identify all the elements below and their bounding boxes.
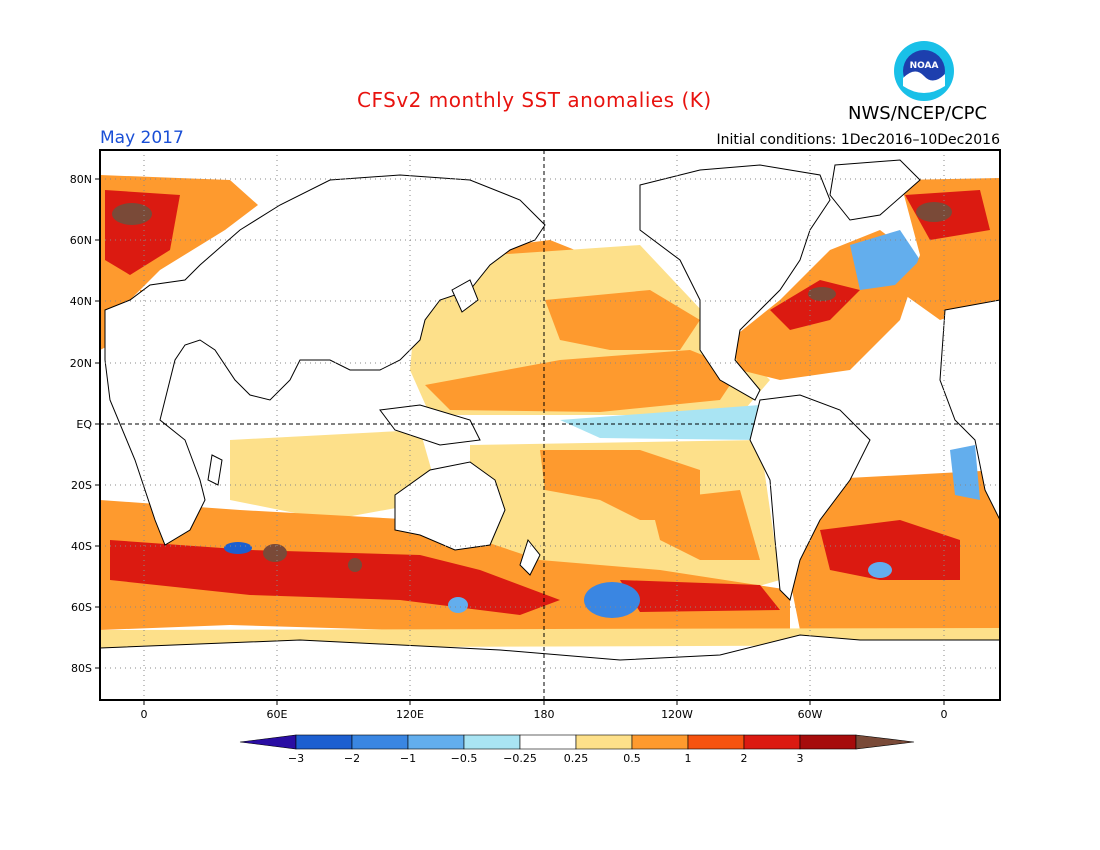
colorbar-swatch [519,734,577,750]
land-north-america [639,164,831,401]
colorbar-label: 0.25 [564,752,589,765]
noaa-logo-text: NOAA [910,61,939,71]
map-frame [99,149,1001,701]
map-area [100,150,1000,700]
lon-tick-label: 0 [941,708,948,721]
land-greenland [829,159,921,221]
anomaly-region-north-atlantic-cold [850,230,920,290]
lat-tick-label: 40N [70,295,92,308]
land-south-america [749,394,871,601]
anomaly-region-max [348,558,362,572]
longitude-axis: 0 60E 120E 180 120W 60W 0 [141,700,948,721]
anomaly-region-southern-cold-spot-2 [448,597,468,613]
land-japan [451,279,479,313]
lat-tick-label: EQ [76,418,92,431]
lon-tick-label: 60W [798,708,823,721]
colorbar-swatch [463,734,521,750]
colorbar-swatch [799,734,857,750]
anomaly-region-max [916,202,952,222]
lat-tick-label: 60S [71,601,92,614]
lat-tick-label: 20S [71,479,92,492]
land-australia [394,461,506,551]
lon-tick-label: 120W [661,708,693,721]
colorbar-label: −0.25 [503,752,537,765]
lat-tick-label: 60N [70,234,92,247]
lat-tick-label: 40S [71,540,92,553]
colorbar-label: 3 [797,752,804,765]
land-new-zealand [519,538,541,576]
colorbar-label: 1 [685,752,692,765]
anomaly-region-tropical-north-pacific [425,350,740,412]
colorbar: −3 −2 −1 −0.5 −0.25 0.25 0.5 1 2 3 [239,734,915,765]
lat-tick-label: 20N [70,357,92,370]
land-indonesia [379,404,481,446]
anomaly-region-equatorial-cool [560,405,760,440]
map-title: CFSv2 monthly SST anomalies (K) [357,88,712,112]
lon-tick-label: 120E [396,708,424,721]
colorbar-high-arrow [855,734,915,750]
anomaly-region-south-atlantic-east-cool [950,445,980,500]
anomaly-region-south-atlantic-strong [820,520,960,580]
colorbar-swatch [295,734,353,750]
noaa-logo-icon: NOAA [894,41,954,101]
anomaly-region-southern-ocean-strong [110,540,560,615]
colorbar-swatch [631,734,689,750]
colorbar-label: −2 [344,752,360,765]
agency-label: NWS/NCEP/CPC [848,103,988,124]
colorbar-swatch [743,734,801,750]
colorbar-low-arrow [239,734,297,750]
lat-tick-label: 80N [70,173,92,186]
colorbar-label: −0.5 [451,752,478,765]
anomaly-region-indian-ocean [230,430,440,520]
anomaly-region-south-pacific-cold [584,582,640,618]
anomaly-region-south-pacific-warm-2 [650,490,760,560]
colorbar-swatch [407,734,465,750]
colorbar-label: −3 [288,752,304,765]
anomaly-region-max [112,203,152,225]
lon-tick-label: 60E [267,708,288,721]
lon-tick-label: 180 [534,708,555,721]
colorbar-label: 0.5 [623,752,641,765]
anomaly-region-gulf-stream-strong [770,280,860,330]
map-gridlines [100,150,1000,700]
colorbar-label: 2 [741,752,748,765]
initial-conditions-label: Initial conditions: 1Dec2016–10Dec2016 [716,132,1000,148]
land-madagascar [207,454,223,486]
latitude-axis: 80N 60N 40N 20N EQ 20S 40S 60S 80S [70,173,100,675]
anomaly-region-south-atlantic-cold [868,562,892,578]
lat-tick-label: 80S [71,662,92,675]
anomaly-region-max [808,287,836,301]
colorbar-label: −1 [400,752,416,765]
anomaly-region-max [263,544,287,562]
forecast-month-label: May 2017 [100,128,184,148]
anomaly-region-south-pacific-strong [620,580,780,612]
colorbar-swatch [575,734,633,750]
colorbar-swatch [351,734,409,750]
colorbar-swatch [687,734,745,750]
lon-tick-label: 0 [141,708,148,721]
land-africa-right [939,299,1000,521]
land-eurasia-africa [104,174,546,546]
anomaly-region-north-pacific-central [545,290,700,350]
anomaly-region-southern-cold-spot [224,542,252,554]
